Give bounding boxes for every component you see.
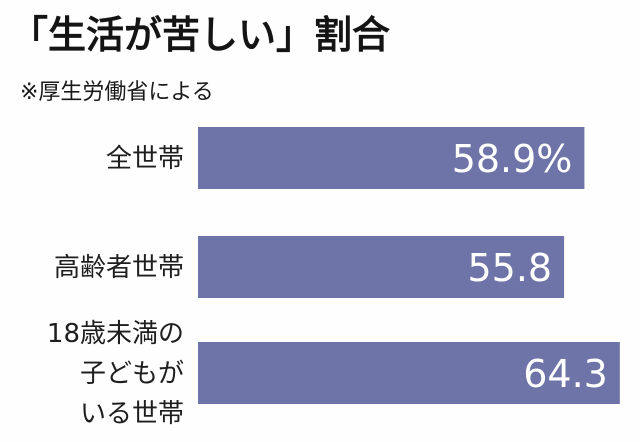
bars-group bbox=[198, 127, 620, 404]
category-label: 全世帯 bbox=[106, 144, 184, 174]
bar-value-label: 58.9% bbox=[452, 137, 573, 181]
bar bbox=[198, 236, 565, 298]
bar bbox=[198, 342, 620, 404]
chart-source-note: ※厚生労働省による bbox=[20, 80, 214, 105]
category-label: 高齢者世帯 bbox=[54, 253, 184, 283]
category-label: 18歳未満の bbox=[47, 319, 184, 349]
category-label: 子どもが bbox=[80, 359, 184, 389]
bar-value-label: 64.3 bbox=[523, 352, 608, 396]
bar bbox=[198, 127, 585, 189]
chart-title: 「生活が苦しい」割合 bbox=[10, 13, 391, 57]
bar-value-label: 55.8 bbox=[467, 246, 552, 290]
value-labels-group: 58.9% 55.8 64.3 bbox=[452, 137, 608, 396]
category-label: いる世帯 bbox=[80, 399, 184, 429]
